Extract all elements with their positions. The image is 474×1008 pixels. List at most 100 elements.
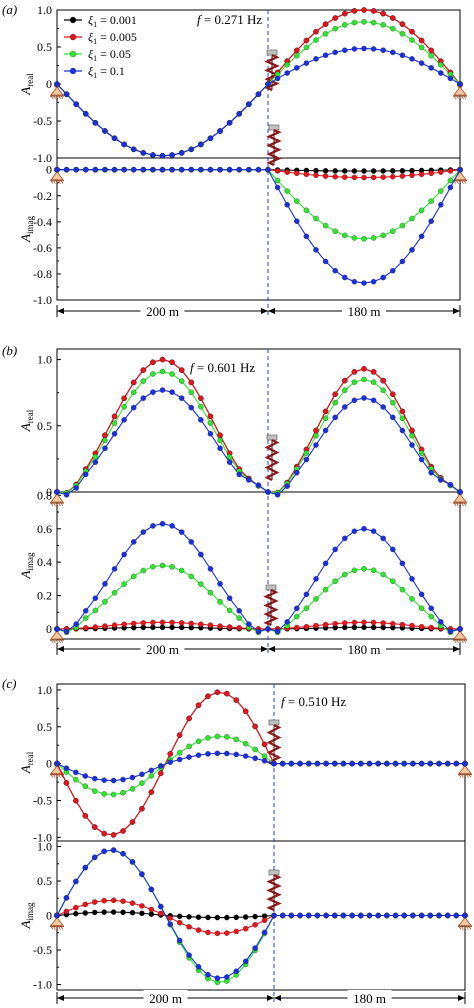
panel-b-frequency-val: = 0.601 Hz <box>194 360 256 375</box>
panel-a-support-left-real-tri <box>50 86 64 96</box>
panel-a-real-red-point <box>342 10 348 17</box>
panel-b-imag-green-point <box>226 607 233 614</box>
panel-c-real-ylabel-sym: A <box>18 765 33 774</box>
panel-b-imag-green-point <box>102 599 108 605</box>
panel-c-real-blue-point <box>252 755 258 761</box>
panel-c-real-red-point <box>261 741 268 748</box>
panel-a-imag-ylabel-sym: A <box>18 234 33 243</box>
panel-c-support-left-real-hatch <box>53 774 56 778</box>
panel-b-imag-blue-point <box>111 566 118 572</box>
panel-b-damper-imag-cap <box>265 584 277 591</box>
panel-a-imag-blue-point <box>188 166 195 173</box>
panel-a-real-blue-point <box>150 152 156 158</box>
panel-a-real-green-point <box>390 25 396 32</box>
panel-a-imag-red-point <box>428 170 434 177</box>
panel-a-imag-blue-point <box>342 274 348 281</box>
panel-c-imag-blue-point <box>392 912 399 919</box>
legend-blue-label: ξ1 = 0.1 <box>88 64 125 80</box>
panel-a-imag-blue-point <box>217 166 223 173</box>
panel-a-real-blue-point <box>226 120 233 126</box>
panel-a-damper-real-cap <box>266 49 278 56</box>
panel-a-real-green-point <box>351 19 358 26</box>
panel-b-imag-blue-point <box>409 576 415 582</box>
panel-b-real-green-point <box>188 389 195 396</box>
panel-a-imag-tick-label: -0.2 <box>33 189 52 203</box>
panel-a-imag-green-point <box>390 228 396 234</box>
panel-c-imag-blue-point <box>418 912 425 919</box>
panel-b-real-blue-point <box>313 442 319 448</box>
panel-a-real-red-point <box>303 37 310 44</box>
panel-a-support-right-imag-hatch <box>461 180 464 184</box>
panel-a-real-blue-point <box>399 52 406 59</box>
panel-b-imag-red-point <box>380 620 386 626</box>
panel-a-real-blue-point <box>92 120 99 126</box>
panel-a-imag-tick-label: -1.0 <box>33 293 52 307</box>
panel-b-support-right-imag-hatch <box>453 639 457 644</box>
panel-c-real-blue-point <box>384 760 390 767</box>
panel-b-real-tick-label: 0.5 <box>37 419 52 433</box>
panel-a-real-red-point <box>390 15 396 21</box>
panel-b-imag-black-point <box>370 624 377 631</box>
panel-a-support-right-imag-hatch <box>463 180 467 184</box>
panel-a-imag-green-point <box>313 215 319 222</box>
panel-c-support-left-real-hatch <box>55 774 59 778</box>
panel-a-imag-blue-point <box>121 166 127 173</box>
panel-c-span-label: 180 m <box>353 991 386 1006</box>
panel-b-real-blue-point <box>54 489 60 495</box>
panel-b-imag-blue-point <box>150 523 156 529</box>
panel-b-real-green-point <box>207 420 214 426</box>
legend-sym: ξ <box>88 64 94 78</box>
panel-c-real-green-point <box>242 740 249 747</box>
panel-b-real-blue-point <box>188 404 195 411</box>
panel-a-real-blue-point <box>390 49 396 56</box>
panel-b-imag-red-point <box>236 625 242 631</box>
panel-c-imag-black-point <box>205 914 211 921</box>
panel-b-imag-black-point <box>169 624 175 631</box>
panel-c-span-mask <box>347 990 392 1006</box>
panel-c-real-red-point <box>195 702 202 708</box>
panel-c-imag-blue-point <box>462 912 468 919</box>
panel-c-real-blue-point <box>214 750 221 757</box>
panel-b-imag-red-point <box>370 619 377 626</box>
panel-a-real-blue-point <box>159 153 166 159</box>
panel-b-imag-red-point <box>418 623 425 630</box>
panel-a-imag-black-point <box>351 168 358 174</box>
panel-b-real-green-point <box>92 454 99 460</box>
panel-a-imag-tick-label: -0.6 <box>33 241 52 255</box>
panel-c-real-tick-label: -1.0 <box>33 830 52 844</box>
panel-b-real-green-point <box>217 437 223 444</box>
panel-b-imag-black-point <box>361 624 367 631</box>
panel-a-support-left-real-hatch <box>50 95 54 100</box>
panel-b-imag-blue-point <box>92 595 99 601</box>
panel-a-imag-black-point <box>390 168 396 174</box>
panel-b-real-red-point <box>342 377 348 384</box>
panel-c-imag-blue-point <box>158 903 164 910</box>
panel-c-damper-imag <box>266 869 282 912</box>
panel-c-support-left-real-hatch <box>58 774 61 778</box>
legend-sym: ξ <box>88 30 94 44</box>
panel-c-real-blue-point <box>323 760 329 767</box>
panel-b-real-green-point <box>150 371 156 377</box>
panel-b-imag-green-point <box>83 615 89 621</box>
panel-b-tag: (b) <box>2 343 17 358</box>
panel-a-imag-blue-point <box>169 166 175 173</box>
panel-c-imag-red-point <box>167 915 173 921</box>
panel-b-real-blue-point <box>409 442 415 448</box>
panel-a-imag-black-point <box>322 168 329 174</box>
panel-b-imag-green-point <box>188 573 195 580</box>
panel-b-real-blue-point <box>428 469 434 476</box>
panel-c-damper-imag-cap <box>268 869 280 876</box>
panel-c-real-blue-point <box>82 773 89 779</box>
panel-a-imag-blue-point <box>111 166 118 173</box>
panel-c-support-left-imag-hatch <box>53 926 56 930</box>
panel-a-real-red-point <box>313 28 319 35</box>
panel-b-imag-green-point <box>390 578 396 584</box>
panel-b-real-frame <box>56 348 461 493</box>
panel-a-imag-blue-point <box>303 233 310 240</box>
panel-b-real-red-point <box>361 366 367 372</box>
panel-a-real-blue-point <box>303 60 310 66</box>
panel-c-real-tick-label: 0.5 <box>37 720 52 734</box>
panel-c-real-green-point <box>261 753 268 760</box>
panel-c-imag-blue-point <box>261 929 268 936</box>
panel-a-imag-blue-point <box>92 166 99 173</box>
